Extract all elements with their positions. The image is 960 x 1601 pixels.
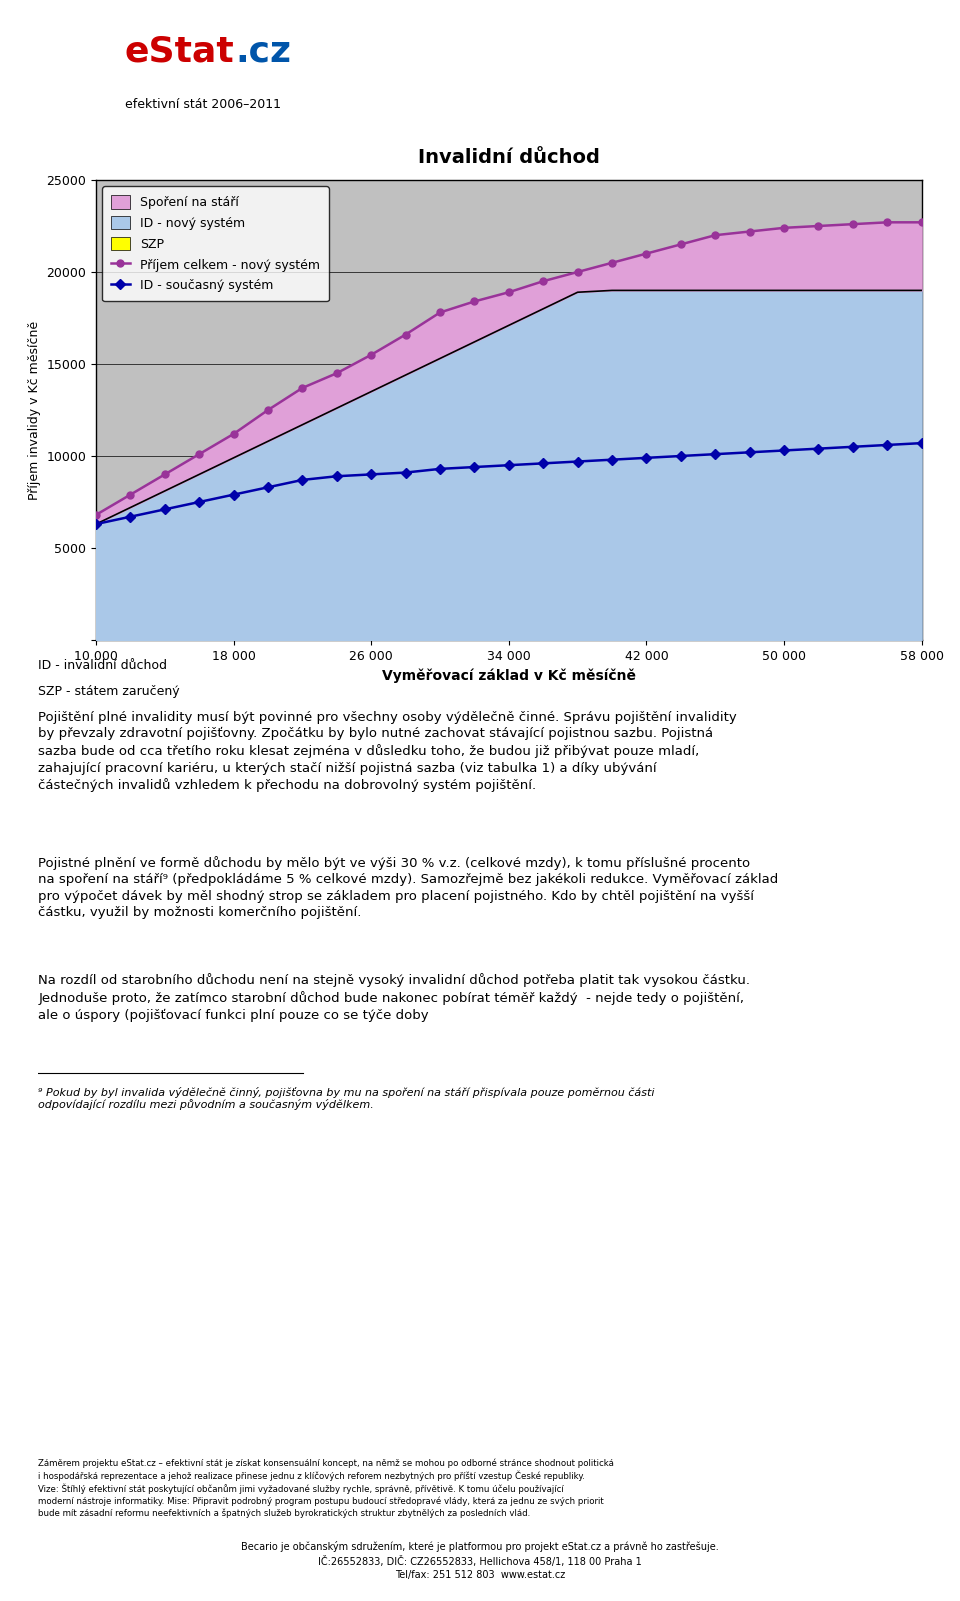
Text: ⁹ Pokud by byl invalida výdělečně činný, pojišťovna by mu na spoření na stáří př: ⁹ Pokud by byl invalida výdělečně činný,… <box>38 1087 655 1111</box>
Text: Becario je občanským sdružením, které je platformou pro projekt eStat.cz a právn: Becario je občanským sdružením, které je… <box>241 1542 719 1580</box>
Y-axis label: Příjem invalidy v Kč měsíčně: Příjem invalidy v Kč měsíčně <box>28 320 41 500</box>
Text: .cz: .cz <box>235 35 291 69</box>
X-axis label: Vyměřovací základ v Kč měsíčně: Vyměřovací základ v Kč měsíčně <box>382 668 636 682</box>
Title: Invalidní důchod: Invalidní důchod <box>418 149 600 168</box>
Legend: Spoření na stáří, ID - nový systém, SZP, Příjem celkem - nový systém, ID - souča: Spoření na stáří, ID - nový systém, SZP,… <box>103 186 328 301</box>
Text: Na rozdíl od starobního důchodu není na stejně vysoký invalidní důchod potřeba p: Na rozdíl od starobního důchodu není na … <box>38 973 751 1021</box>
Text: Záměrem projektu eStat.cz – efektivní stát je získat konsensuální koncept, na ně: Záměrem projektu eStat.cz – efektivní st… <box>38 1459 614 1518</box>
Text: eStat: eStat <box>125 35 234 69</box>
Text: Pojistné plnění ve formě důchodu by mělo být ve výši 30 % v.z. (celkové mzdy), k: Pojistné plnění ve formě důchodu by mělo… <box>38 857 779 919</box>
Text: efektivní stát 2006–2011: efektivní stát 2006–2011 <box>125 98 280 110</box>
Text: SZP - státem zaručený: SZP - státem zaručený <box>38 685 180 698</box>
Text: ID - invalidní důchod: ID - invalidní důchod <box>38 660 167 672</box>
Text: Pojištění plné invalidity musí být povinné pro všechny osoby výdělečně činné. Sp: Pojištění plné invalidity musí být povin… <box>38 711 737 792</box>
